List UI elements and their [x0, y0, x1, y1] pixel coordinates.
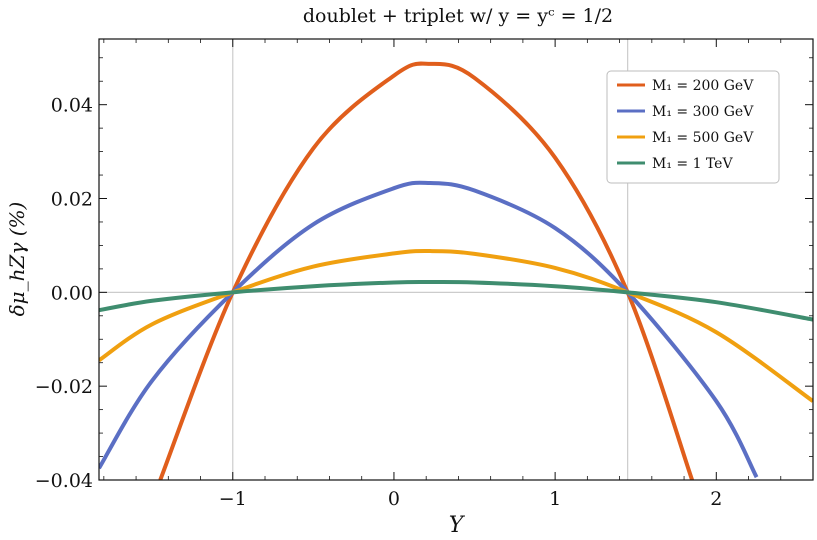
x-tick-label: 0	[388, 488, 400, 510]
series-line	[99, 279, 813, 322]
x-axis-label: Y	[449, 513, 466, 538]
plot-frame	[98, 38, 814, 481]
y-tick-label: −0.04	[35, 470, 93, 492]
legend-box	[606, 70, 780, 184]
y-axis-label: δμ_hZγ (%)	[5, 202, 29, 317]
axis-ticks: −1 0 1 2 −0.04 −0.02 0.00 0.02 0.04	[35, 39, 814, 510]
x-tick-label: 2	[710, 488, 722, 510]
series-line	[99, 249, 813, 403]
series-group	[99, 61, 813, 480]
legend: M₁ = 200 GeV M₁ = 300 GeV M₁ = 500 GeV M₁ =…	[606, 70, 780, 184]
legend-label: M₁ = 300 GeV	[652, 104, 754, 120]
y-tick-label: 0.00	[51, 282, 93, 304]
legend-label: M₁ = 200 GeV	[652, 78, 754, 94]
x-tick-label: −1	[219, 488, 247, 510]
y-tick-label: −0.02	[35, 376, 93, 398]
legend-label: M₁ = 500 GeV	[652, 130, 754, 146]
legend-label: M₁ = 1 TeV	[652, 156, 733, 172]
x-tick-label: 1	[549, 488, 561, 510]
y-tick-label: 0.02	[51, 189, 93, 211]
chart-title: doublet + triplet w/ y = yᶜ = 1/2	[303, 5, 613, 27]
y-tick-label: 0.04	[51, 95, 93, 117]
series-line	[99, 180, 759, 479]
